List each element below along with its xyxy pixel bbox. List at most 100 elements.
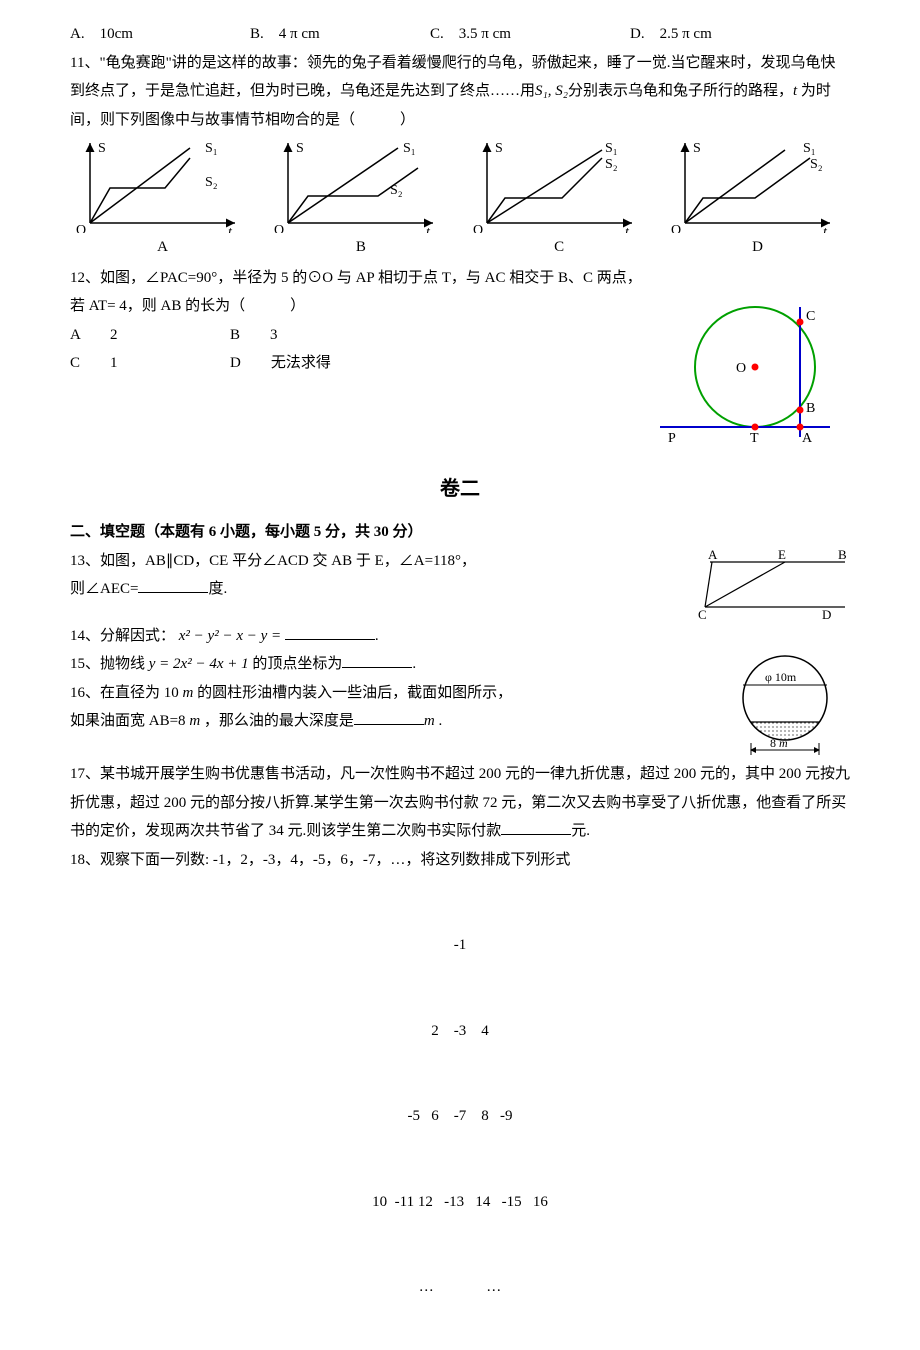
graph-c-svg: S t O S₁ S₂ [467,138,642,233]
graph-c-label: C [467,233,652,262]
svg-text:S₁: S₁ [605,141,618,156]
q10-opt-c: C. 3.5 π cm [430,20,630,49]
svg-text:D: D [822,607,831,622]
q12-opt-a: A 2 [70,321,230,350]
lbl-C: C [806,309,815,324]
svg-text:t: t [426,225,431,233]
q12-figure: O P T A B C [650,292,850,452]
q16-figure: φ 10m 8 m [720,650,850,760]
q16-m2: m [189,713,200,729]
svg-text:8 m: 8 m [770,736,788,750]
q13: 13、如图，AB∥CD，CE 平分∠ACD 交 AB 于 E，∠A=118°， … [70,547,850,622]
q16-m3: m [424,713,435,729]
svg-text:S₁: S₁ [803,141,816,156]
q15-c: . [412,656,416,672]
graph-b-label: B [268,233,453,262]
svg-text:t: t [823,225,828,233]
q11-graphs: S t O S₁ S₂ A S t O S₁ S₂ B [70,138,850,262]
q15-expr: y = 2x² − 4x + 1 [149,656,249,672]
q10-opt-a: A. 10cm [70,20,250,49]
q12-opts-row2: C 1 D 无法求得 [70,349,650,378]
svg-text:B: B [838,547,847,562]
q12-opt-d: D 无法求得 [230,349,390,378]
section2-head: 二、填空题（本题有 6 小题，每小题 5 分，共 30 分） [70,518,850,547]
graph-a-svg: S t O S₁ S₂ [70,138,245,233]
svg-text:A: A [708,547,718,562]
q10-options: A. 10cm B. 4 π cm C. 3.5 π cm D. 2.5 π c… [70,20,850,49]
graph-a-label: A [70,233,255,262]
tri-r2: 2 -3 4 [70,1017,850,1046]
q17-blank [501,819,571,835]
q13-blank [138,577,208,593]
q12-opts-row1: A 2 B 3 [70,321,650,350]
q14-blank [285,624,375,640]
svg-text:S₂: S₂ [605,157,618,172]
svg-text:E: E [778,547,786,562]
lbl-A: A [802,431,813,446]
svg-text:S₁: S₁ [205,141,218,156]
q16-m1: m [183,685,194,701]
svg-text:t: t [625,225,630,233]
q12-body: 若 AT= 4，则 AB 的长为（ ） A 2 B 3 C 1 D 无法求得 O… [70,292,850,452]
q11-s1s2: S₁, S₂ [535,83,568,99]
q11-t2: 分别表示乌龟和兔子所行的路程， [568,83,793,99]
q16-l2a: 如果油面宽 AB=8 [70,713,189,729]
juan2-title: 卷二 [70,470,850,508]
q14-b: . [375,628,379,644]
svg-text:O: O [274,223,284,233]
graph-d-svg: S t O S₁ S₂ [665,138,840,233]
svg-text:S₂: S₂ [390,183,403,198]
svg-text:O: O [473,223,483,233]
q17: 17、某书城开展学生购书优惠售书活动，凡一次性购书不超过 200 元的一律九折优… [70,760,850,846]
svg-text:S: S [98,141,106,156]
q15-a: 15、抛物线 [70,656,149,672]
q12-left: 若 AT= 4，则 AB 的长为（ ） A 2 B 3 C 1 D 无法求得 [70,292,650,452]
q13-figure: A E B C D [650,547,850,622]
svg-text:S: S [296,141,304,156]
svg-text:S₂: S₂ [205,175,218,190]
svg-text:C: C [698,607,707,622]
q17-t2: 元. [571,823,590,839]
q15-blank [342,652,412,668]
q11-text: 11、"龟兔赛跑"讲的是这样的故事：领先的兔子看着缓慢爬行的乌龟，骄傲起来，睡了… [70,49,850,135]
svg-text:O: O [76,223,86,233]
tri-r1: -1 [70,931,850,960]
lbl-B: B [806,401,815,416]
q14-a: 14、分解因式： [70,628,175,644]
q18-triangle: -1 2 -3 4 -5 6 -7 8 -9 10 -11 12 -13 14 … [70,874,850,1330]
q12-line2: 若 AT= 4，则 AB 的长为（ ） [70,292,650,321]
lbl-P: P [668,431,676,446]
q16-l1b: 的圆柱形油槽内装入一些油后，截面如图所示， [193,685,512,701]
graph-d-label: D [665,233,850,262]
q14: 14、分解因式： x² − y² − x − y = . [70,622,850,651]
q14-expr: x² − y² − x − y = [175,628,285,644]
q18-text: 18、观察下面一列数: -1，2，-3，4，-5，6，-7，…，将这列数排成下列… [70,846,850,875]
q13-l2b: 度. [208,581,227,597]
tri-r3: -5 6 -7 8 -9 [70,1102,850,1131]
svg-text:S₁: S₁ [403,141,416,156]
graph-a: S t O S₁ S₂ A [70,138,255,262]
q12-opt-b: B 3 [230,321,390,350]
tri-r4: 10 -11 12 -13 14 -15 16 [70,1188,850,1217]
q16-l2: 如果油面宽 AB=8 m ，那么油的最大深度是m . [70,707,720,736]
svg-text:S: S [693,141,701,156]
graph-c: S t O S₁ S₂ C [467,138,652,262]
q16-l2b: ，那么油的最大深度是 [200,713,354,729]
svg-text:S₂: S₂ [810,157,823,172]
tri-r5: … … [70,1273,850,1302]
graph-b-svg: S t O S₁ S₂ [268,138,443,233]
q16-l1: 16、在直径为 10 m 的圆柱形油槽内装入一些油后，截面如图所示， [70,679,720,708]
q16-blank [354,709,424,725]
graph-b: S t O S₁ S₂ B [268,138,453,262]
q12-line1: 12、如图，∠PAC=90°，半径为 5 的⊙O 与 AP 相切于点 T，与 A… [70,264,850,293]
q16-dia: φ 10m [765,670,797,684]
q13-l2: 则∠AEC=度. [70,575,650,604]
q11-tlabel: t [793,83,801,99]
q15: 15、抛物线 y = 2x² − 4x + 1 的顶点坐标为. [70,650,720,679]
q10-opt-d: D. 2.5 π cm [630,20,810,49]
q17-t: 17、某书城开展学生购书优惠售书活动，凡一次性购书不超过 200 元的一律九折优… [70,766,850,839]
q15-b: 的顶点坐标为 [249,656,343,672]
q15-16-row: 15、抛物线 y = 2x² − 4x + 1 的顶点坐标为. 16、在直径为 … [70,650,850,760]
q10-opt-b: B. 4 π cm [250,20,430,49]
q15-16-left: 15、抛物线 y = 2x² − 4x + 1 的顶点坐标为. 16、在直径为 … [70,650,720,760]
